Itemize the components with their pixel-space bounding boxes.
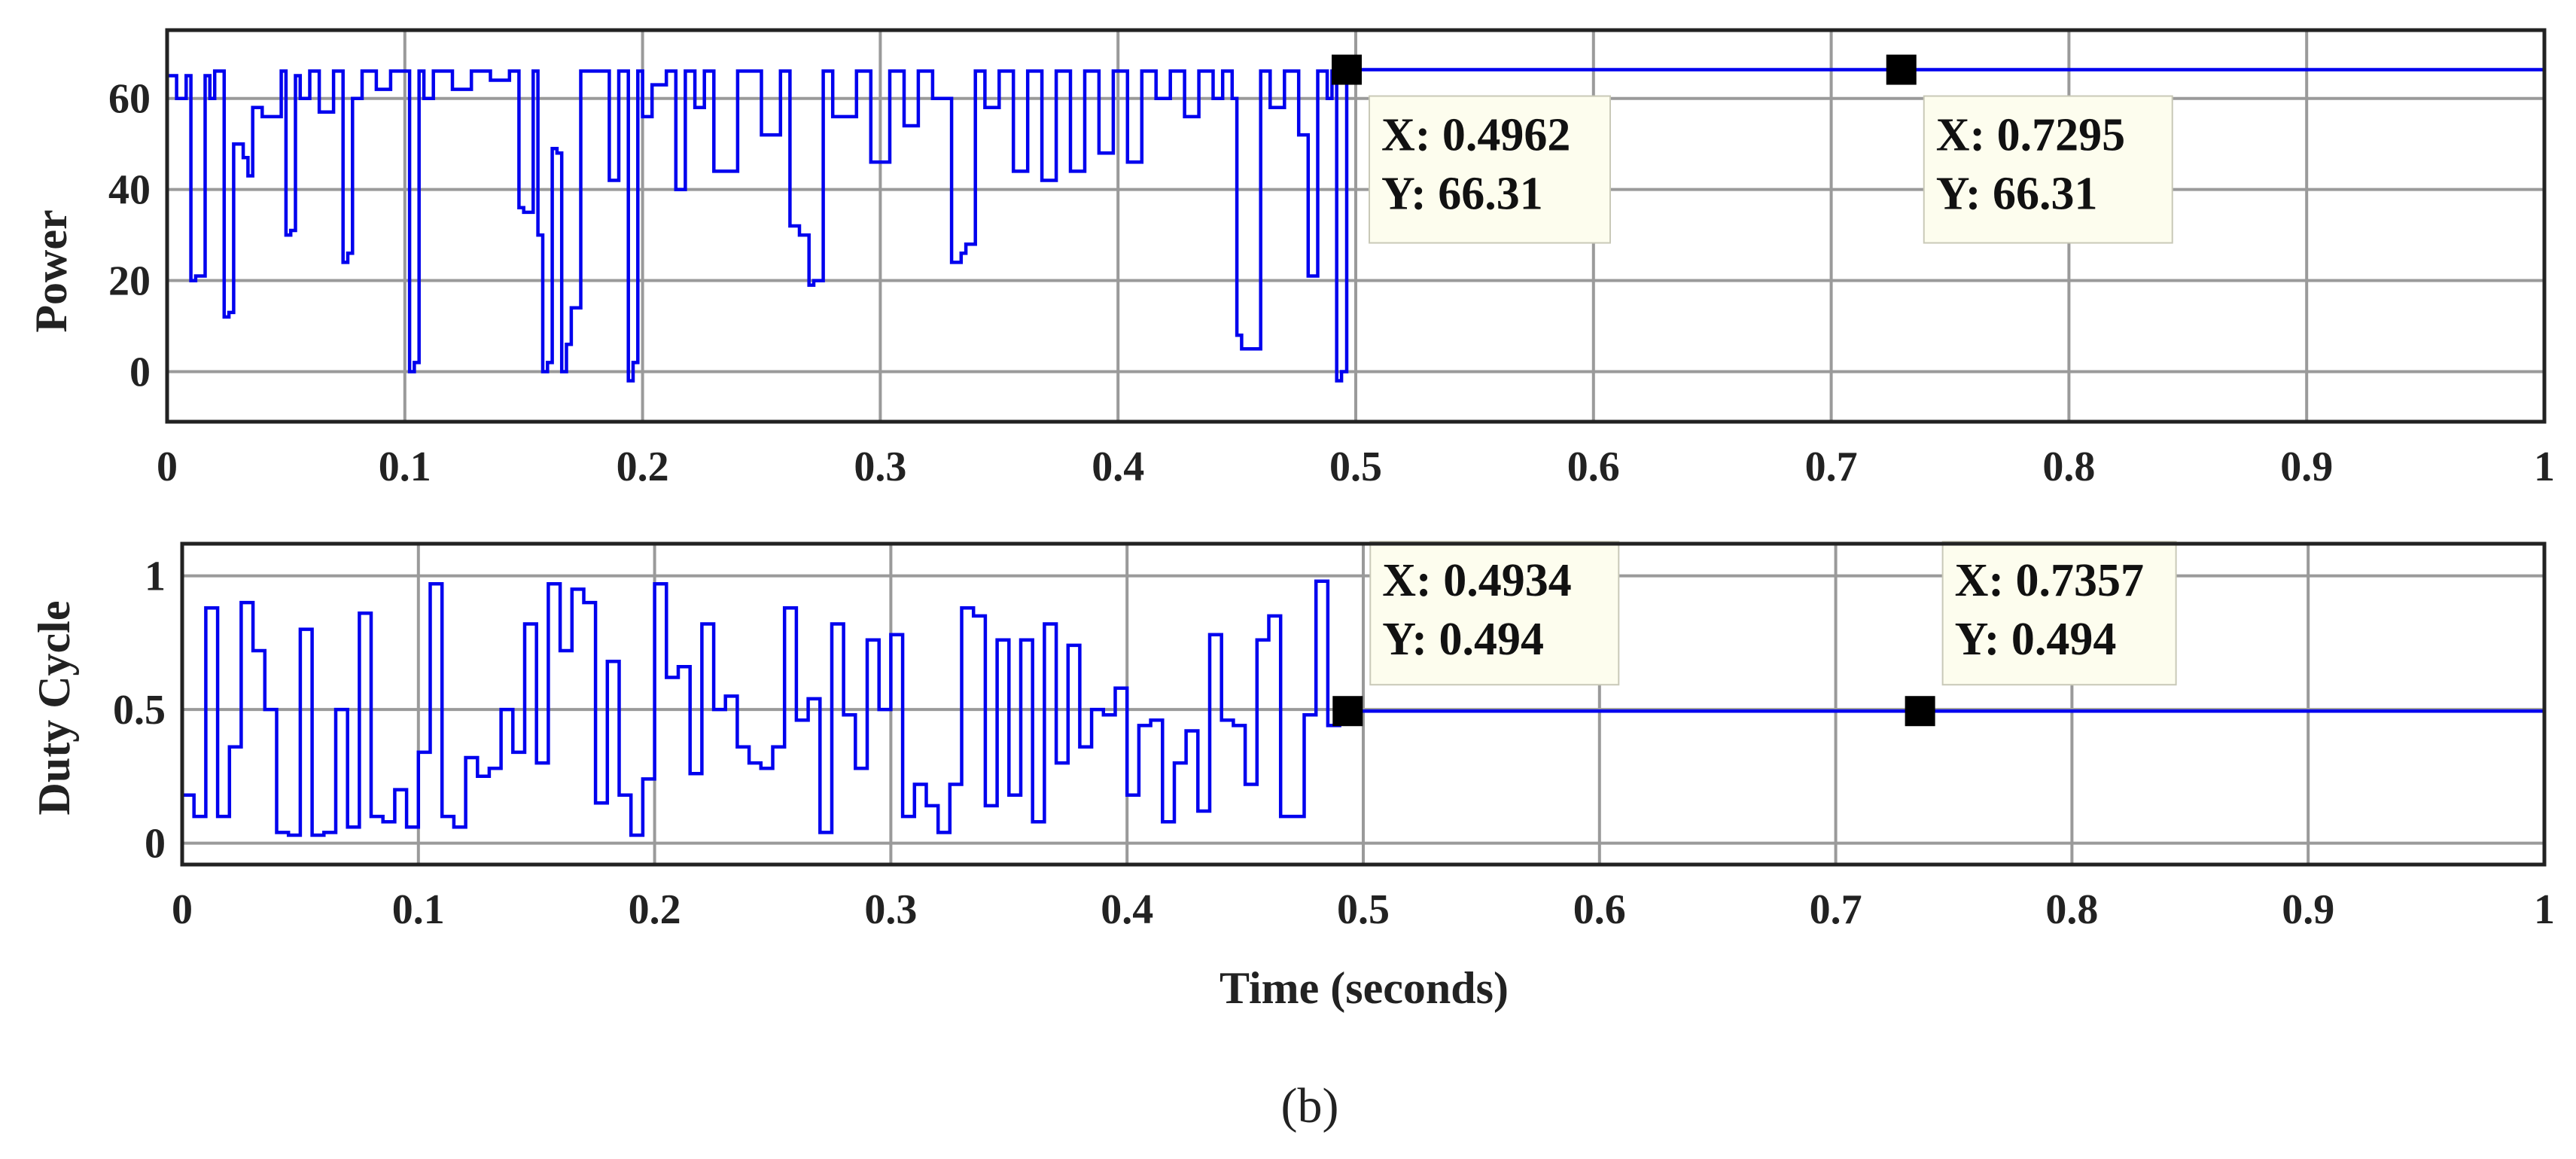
duty-cycle-y-axis-label: Duty Cycle (29, 601, 79, 816)
duty-cycle-x-tick-label: 0.4 (1101, 886, 1153, 933)
power-datatip-marker[interactable] (1331, 54, 1362, 85)
power-y-axis-label: Power (26, 209, 76, 332)
power-datatip-box (1923, 95, 2173, 244)
duty-cycle-x-tick-label: 0.3 (864, 886, 917, 933)
power-x-tick-label: 0.9 (2280, 444, 2333, 490)
duty-cycle-datatip-marker[interactable] (1905, 696, 1935, 727)
power-x-tick-label: 0.4 (1092, 444, 1144, 490)
power-x-tick-label: 0.1 (379, 444, 431, 490)
power-datatip-marker[interactable] (1886, 54, 1917, 85)
power-y-tick-label: 60 (108, 76, 151, 123)
duty-cycle-x-tick-label: 0.6 (1573, 886, 1626, 933)
power-datatip-y-text: Y: 66.31 (1381, 169, 1543, 220)
duty-cycle-datatip-box (1941, 541, 2177, 686)
power-x-tick-label: 1 (2534, 444, 2555, 490)
power-datatip-x-text: X: 0.4962 (1381, 110, 1570, 161)
duty-cycle-y-tick-label: 1 (145, 554, 166, 600)
power-datatip-box (1368, 95, 1611, 244)
duty-cycle-axes-frame (180, 541, 2547, 867)
duty-cycle-datatip-y-text: Y: 0.494 (1955, 614, 2117, 665)
power-y-tick-label: 40 (108, 167, 151, 214)
duty-cycle-x-tick-label: 0.5 (1337, 886, 1390, 933)
duty-cycle-datatip-x-text: X: 0.4934 (1382, 555, 1571, 606)
duty-cycle-y-tick-label: 0 (145, 821, 166, 868)
duty-cycle-x-tick-label: 0.8 (2045, 886, 2098, 933)
power-x-tick-label: 0.7 (1805, 444, 1858, 490)
x-axis-label: Time (seconds) (1219, 963, 1509, 1013)
power-series-line (167, 68, 2544, 383)
power-datatips: X: 0.4962 Y: 66.31 X: 0.7295 Y: 66.31 (1331, 54, 2173, 244)
power-x-tick-label: 0.6 (1567, 444, 1620, 490)
duty-cycle-x-tick-label: 0 (172, 886, 193, 933)
duty-cycle-datatip-x-text: X: 0.7357 (1955, 555, 2144, 606)
figure-caption: (b) (1281, 1078, 1339, 1133)
duty-cycle-y-tick-label: 0.5 (113, 687, 166, 734)
duty-cycle-x-tick-label: 0.2 (629, 886, 681, 933)
duty-cycle-datatip-box (1369, 541, 1620, 686)
duty-cycle-x-tick-label: 0.7 (1810, 886, 1862, 933)
power-datatip-y-text: Y: 66.31 (1936, 169, 2098, 220)
power-axes-frame (165, 28, 2547, 424)
duty-cycle-datatip-marker[interactable] (1332, 696, 1363, 727)
duty-cycle-x-tick-label: 0.9 (2282, 886, 2334, 933)
duty-cycle-x-tick-label: 1 (2534, 886, 2555, 933)
power-x-tick-label: 0.5 (1329, 444, 1382, 490)
power-x-tick-label: 0 (157, 444, 178, 490)
power-y-tick-label: 20 (108, 258, 151, 305)
power-x-tick-label: 0.2 (617, 444, 669, 490)
power-datatip-x-text: X: 0.7295 (1936, 110, 2125, 161)
power-y-tick-labels: 0 20 40 60 (108, 76, 151, 396)
power-x-tick-label: 0.8 (2042, 444, 2095, 490)
power-x-tick-labels: 0 0.1 0.2 0.3 0.4 0.5 0.6 0.7 0.8 0.9 1 (157, 444, 2555, 490)
duty-cycle-x-tick-labels: 0 0.1 0.2 0.3 0.4 0.5 0.6 0.7 0.8 0.9 1 (172, 886, 2555, 933)
duty-cycle-x-tick-label: 0.1 (392, 886, 445, 933)
duty-cycle-datatips: X: 0.4934 Y: 0.494 X: 0.7357 Y: 0.494 (1332, 541, 2177, 727)
duty-cycle-datatip-y-text: Y: 0.494 (1382, 614, 1544, 665)
power-y-tick-label: 0 (129, 349, 151, 395)
power-x-tick-label: 0.3 (854, 444, 906, 490)
duty-cycle-y-tick-labels: 00.51 (113, 554, 166, 868)
duty-cycle-series-line (182, 579, 2544, 837)
